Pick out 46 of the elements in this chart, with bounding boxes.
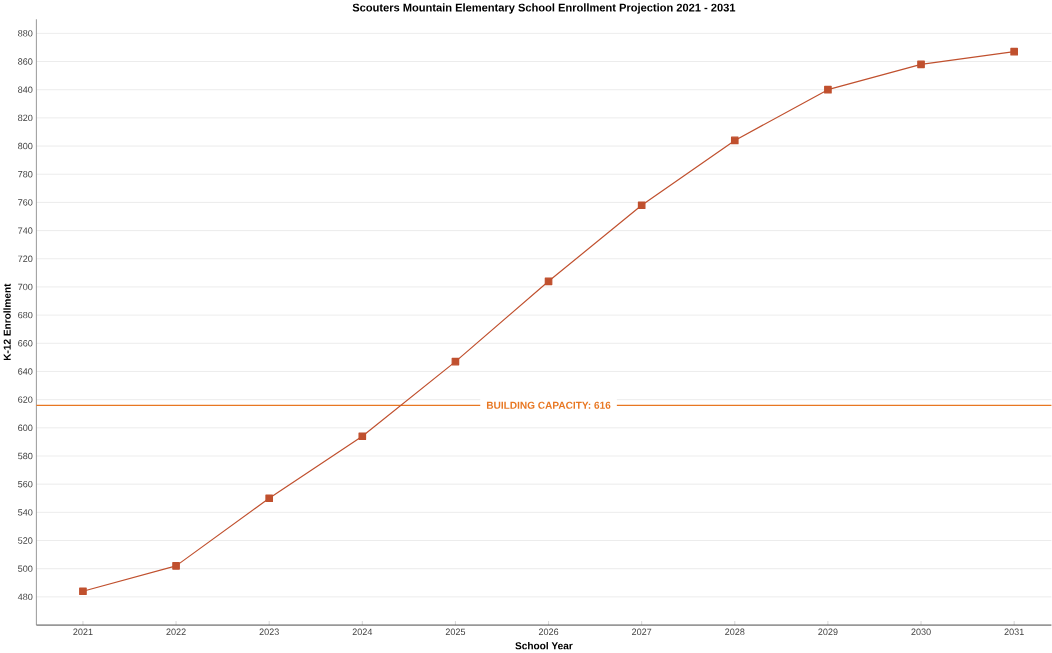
y-tick-label: 500 <box>18 565 33 573</box>
x-tick-label: 2029 <box>818 628 838 636</box>
y-tick-label: 880 <box>18 30 33 37</box>
x-tick-label: 2031 <box>1004 628 1024 636</box>
x-tick-label: 2021 <box>73 628 93 636</box>
y-tick-label: 560 <box>18 481 33 488</box>
y-axis-title: K-12 Enrollment <box>3 283 11 361</box>
y-tick-label: 600 <box>18 424 33 432</box>
y-tick-label: 700 <box>18 283 33 291</box>
y-tick-label: 580 <box>18 452 33 460</box>
x-tick-label: 2022 <box>166 628 186 636</box>
ref-line-label: BUILDING CAPACITY: 616 <box>486 401 611 409</box>
point <box>917 60 925 69</box>
y-tick-label: 840 <box>18 86 33 94</box>
y-tick-label: 720 <box>18 255 33 263</box>
y-tick-label: 820 <box>18 114 33 122</box>
x-tick-label: 2026 <box>538 628 559 636</box>
x-tick-label: 2028 <box>725 628 745 636</box>
point <box>544 277 553 286</box>
y-tick-label: 540 <box>18 509 33 516</box>
point <box>265 494 274 503</box>
point <box>1010 47 1018 56</box>
point <box>824 86 832 94</box>
y-tick-label: 520 <box>18 537 33 544</box>
y-tick-label: 480 <box>17 593 33 601</box>
y-tick-label: 780 <box>18 171 33 178</box>
y-tick-label: 860 <box>18 58 33 65</box>
y-tick-label: 620 <box>18 396 33 403</box>
y-tick-label: 680 <box>18 312 33 319</box>
point <box>79 587 87 596</box>
y-tick-label: 740 <box>18 227 33 234</box>
point <box>358 432 367 441</box>
x-tick-label: 2025 <box>445 628 466 636</box>
point <box>730 136 739 145</box>
point <box>637 201 646 210</box>
point <box>172 562 180 570</box>
y-tick-label: 660 <box>18 340 33 347</box>
x-tick-label: 2027 <box>632 628 652 636</box>
x-tick-label: 2030 <box>911 628 931 636</box>
y-tick-label: 800 <box>18 142 33 150</box>
y-tick-label: 760 <box>18 199 33 206</box>
x-tick-label: 2023 <box>259 628 279 636</box>
x-tick-label: 2024 <box>352 628 373 636</box>
x-axis-title: School Year <box>515 642 573 650</box>
y-tick-label: 640 <box>18 368 33 375</box>
chart-title: Scouters Mountain Elementary School Enrollment Projection 2021 - 2031 <box>352 3 736 14</box>
